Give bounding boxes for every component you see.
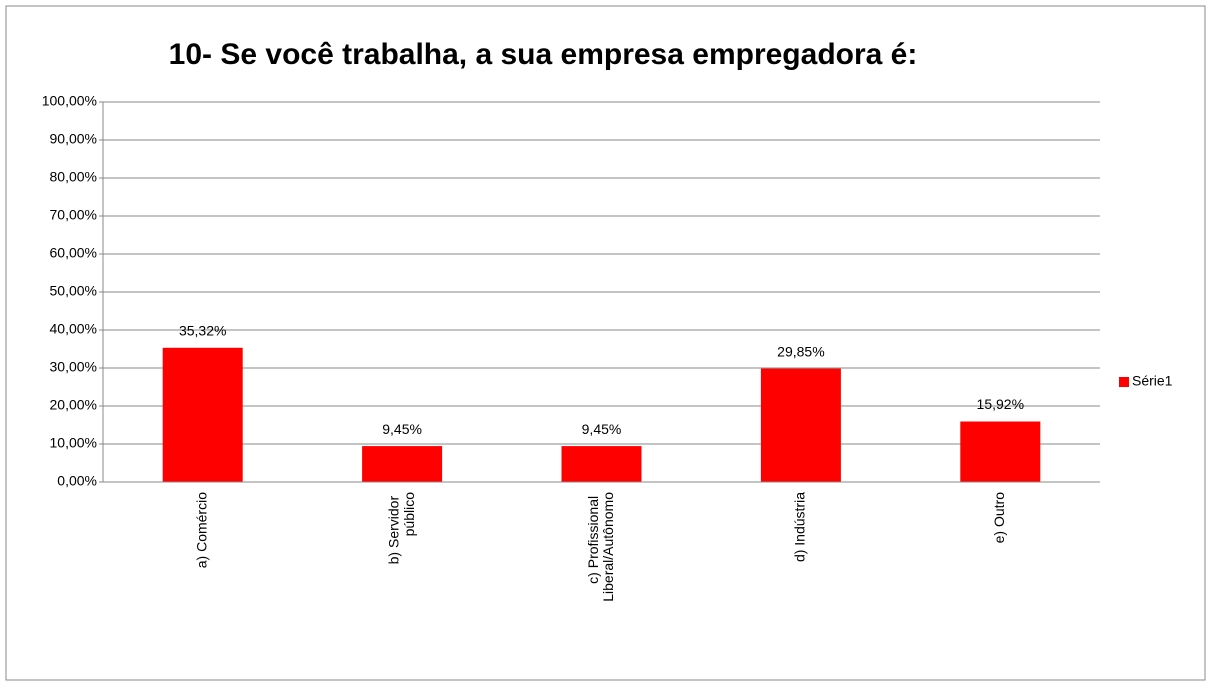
y-tick-label: 10,00%	[50, 435, 97, 451]
data-label: 15,92%	[977, 396, 1024, 412]
x-tick-group: c) Profissional Liberal/Autônomo	[585, 492, 616, 602]
x-tick-label: c) Profissional Liberal/Autônomo	[585, 492, 616, 602]
x-tick-label: b) Servidor público	[385, 492, 416, 565]
y-tick-label: 50,00%	[50, 283, 97, 299]
y-tick-label: 80,00%	[50, 169, 97, 185]
y-tick-label: 100,00%	[42, 93, 97, 109]
data-label: 29,85%	[777, 343, 824, 359]
y-tick-label: 30,00%	[50, 359, 97, 375]
bar	[162, 347, 243, 482]
y-tick-label: 60,00%	[50, 245, 97, 261]
x-tick-group: a) Comércio	[193, 492, 209, 568]
x-tick-group: d) Indústria	[792, 492, 808, 562]
bar	[960, 421, 1041, 482]
y-tick-label: 70,00%	[50, 207, 97, 223]
legend-label: Série1	[1132, 373, 1173, 389]
y-tick-label: 40,00%	[50, 321, 97, 337]
data-label: 9,45%	[382, 421, 422, 437]
bar	[760, 368, 841, 482]
bar	[362, 446, 443, 482]
bar	[561, 446, 642, 482]
y-tick-label: 20,00%	[50, 397, 97, 413]
x-tick-label: d) Indústria	[792, 492, 808, 562]
chart-border	[5, 5, 1206, 681]
chart-title: 10- Se você trabalha, a sua empresa empr…	[169, 38, 918, 71]
x-tick-group: b) Servidor público	[385, 492, 416, 565]
data-label: 9,45%	[582, 421, 622, 437]
data-label: 35,32%	[179, 322, 226, 338]
y-tick-label: 90,00%	[50, 131, 97, 147]
legend-swatch	[1119, 377, 1129, 387]
x-tick-group: e) Outro	[991, 492, 1007, 544]
x-tick-label: a) Comércio	[193, 492, 209, 568]
x-tick-label: e) Outro	[991, 492, 1007, 544]
y-tick-label: 0,00%	[57, 473, 97, 489]
